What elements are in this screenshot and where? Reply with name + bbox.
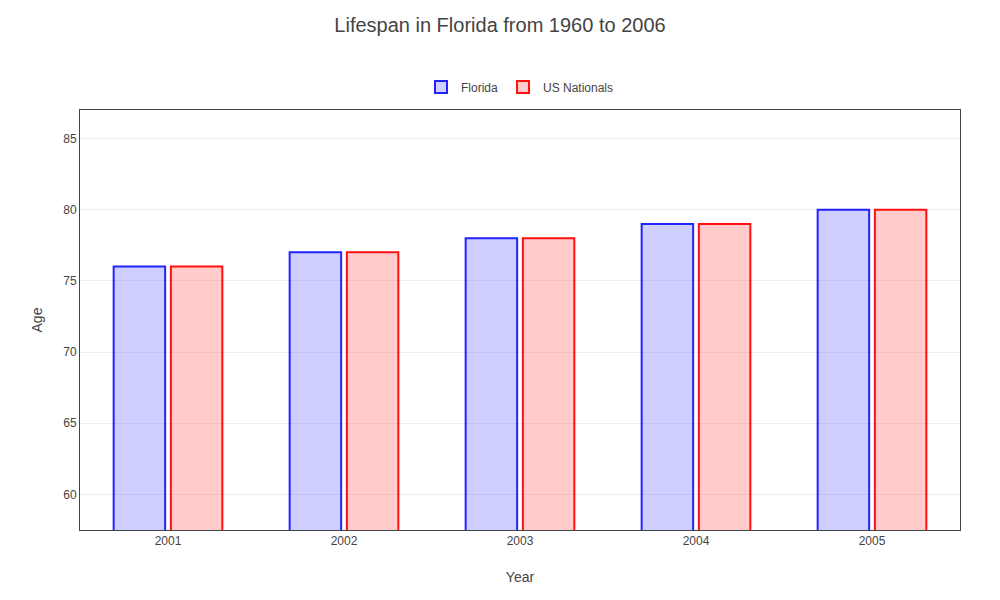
- svg-text:2004: 2004: [683, 534, 710, 548]
- svg-text:2003: 2003: [507, 534, 534, 548]
- svg-text:Year: Year: [506, 569, 535, 585]
- svg-text:80: 80: [63, 203, 77, 217]
- svg-text:2001: 2001: [155, 534, 182, 548]
- svg-text:2002: 2002: [331, 534, 358, 548]
- svg-text:Age: Age: [29, 307, 45, 332]
- svg-text:60: 60: [63, 488, 77, 502]
- svg-text:Lifespan in Florida from 1960: Lifespan in Florida from 1960 to 2006: [334, 14, 665, 36]
- svg-text:2005: 2005: [859, 534, 886, 548]
- svg-text:75: 75: [63, 274, 77, 288]
- svg-text:Florida: Florida: [461, 81, 498, 95]
- svg-text:US Nationals: US Nationals: [543, 81, 613, 95]
- svg-text:65: 65: [63, 416, 77, 430]
- svg-text:70: 70: [63, 345, 77, 359]
- svg-text:85: 85: [63, 132, 77, 146]
